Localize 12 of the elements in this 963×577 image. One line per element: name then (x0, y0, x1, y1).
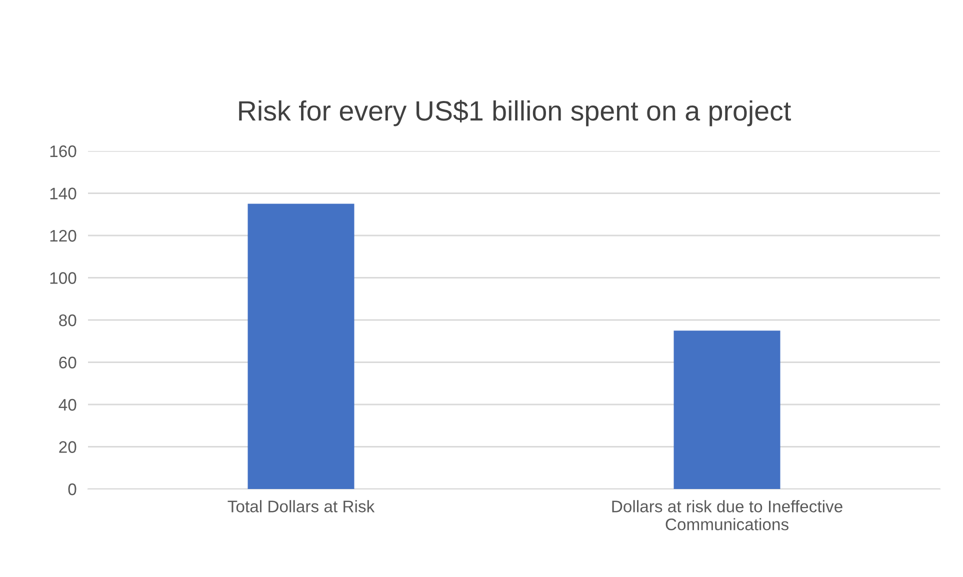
y-tick-label: 80 (59, 314, 76, 326)
y-tick-label: 140 (50, 188, 76, 200)
x-tick-label: Dollars at risk due to Ineffective Communications (612, 500, 842, 530)
y-tick-label: 120 (50, 230, 76, 242)
y-tick-label: 100 (50, 272, 76, 284)
x-tick-label: Total Dollars at Risk (228, 500, 375, 512)
y-tick-label: 0 (68, 483, 76, 496)
y-tick-label: 160 (50, 145, 76, 158)
y-tick-label: 40 (58, 398, 76, 411)
y-tick-label: 60 (59, 356, 76, 368)
chart-title: Risk for every US$1 billion spent on a project (239, 100, 791, 126)
y-tick-label: 20 (59, 441, 76, 453)
